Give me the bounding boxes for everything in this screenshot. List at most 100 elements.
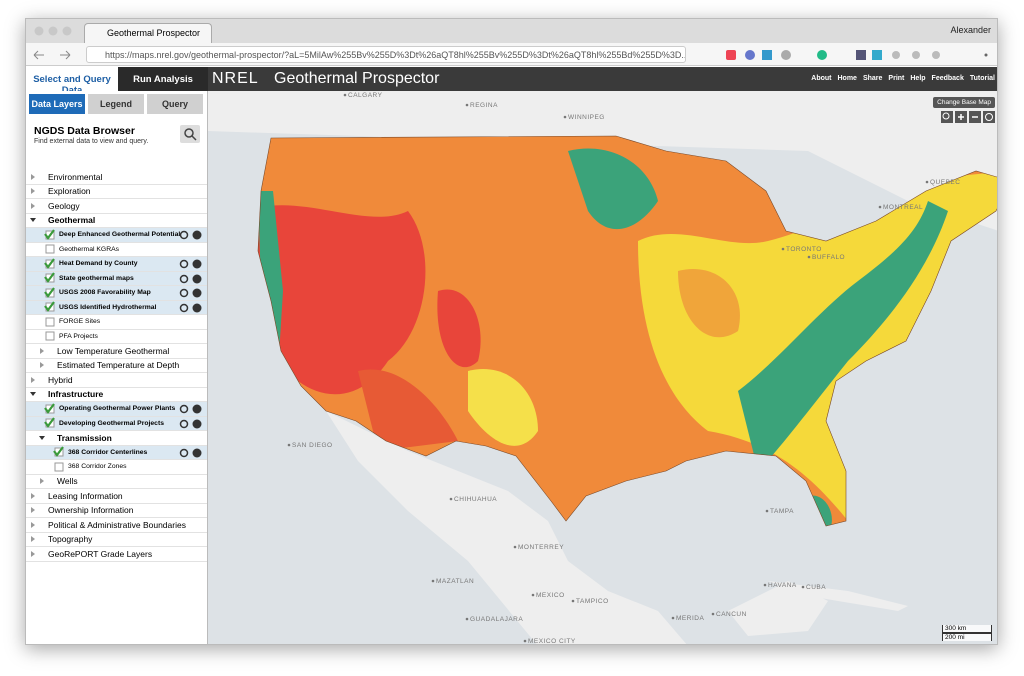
nav-link[interactable]: Home <box>837 75 857 82</box>
expander[interactable] <box>26 432 57 444</box>
checkbox[interactable] <box>26 301 57 313</box>
layer-actions[interactable] <box>179 288 203 298</box>
logo[interactable]: NREL <box>212 70 259 87</box>
city-label: TAMPA <box>770 508 794 515</box>
folder-row[interactable]: Geothermal <box>26 213 207 228</box>
city-dot <box>801 585 805 589</box>
folder-row[interactable]: Infrastructure <box>26 387 207 402</box>
city-label: CALGARY <box>348 92 383 99</box>
window-controls[interactable] <box>34 25 74 37</box>
help-icon <box>192 230 202 240</box>
expander[interactable] <box>26 490 48 502</box>
search-button[interactable] <box>180 125 200 143</box>
folder-row[interactable]: Leasing Information <box>26 489 207 504</box>
nav-link[interactable]: Tutorial <box>969 75 995 82</box>
city-label: CANCUN <box>716 611 747 618</box>
app-tab[interactable]: Run Analysis <box>118 67 208 91</box>
row-label: Environmental <box>48 171 103 182</box>
map[interactable]: CALGARY REGINA WINNIPEG QUEBEC MONTREAL TORON… <box>208 91 997 644</box>
expander[interactable] <box>26 475 57 487</box>
expander[interactable] <box>26 185 48 197</box>
user-name[interactable]: Alexander <box>950 25 991 35</box>
layer-row[interactable]: State geothermal maps <box>26 271 207 286</box>
folder-row[interactable]: Political & Administrative Boundaries <box>26 518 207 533</box>
nav-buttons[interactable] <box>32 48 82 62</box>
city-dot <box>523 639 527 643</box>
expander[interactable] <box>26 519 48 531</box>
row-label: Operating Geothermal Power Plants <box>59 405 176 413</box>
row-label: Infrastructure <box>48 389 104 400</box>
layer-actions[interactable] <box>179 274 203 284</box>
layer-actions[interactable] <box>179 419 203 429</box>
folder-row[interactable]: Environmental <box>26 170 207 185</box>
expander[interactable] <box>26 345 57 357</box>
checkbox[interactable] <box>26 316 57 328</box>
subtab[interactable]: Data Layers <box>29 94 85 114</box>
folder-row[interactable]: Hybrid <box>26 373 207 388</box>
folder-row[interactable]: Low Temperature Geothermal <box>26 344 207 359</box>
browser-tab[interactable]: Geothermal Prospector <box>84 23 212 43</box>
layer-row[interactable]: Deep Enhanced Geothermal Potential <box>26 228 207 243</box>
expander[interactable] <box>26 214 48 226</box>
layer-row[interactable]: 368 Corridor Zones <box>26 460 207 475</box>
layer-actions[interactable] <box>179 259 203 269</box>
layer-row[interactable]: Developing Geothermal Projects <box>26 416 207 431</box>
url-field[interactable]: https://maps.nrel.gov/geothermal-prospec… <box>86 46 686 63</box>
checkbox[interactable] <box>26 272 57 284</box>
scale-mi: 200 mi <box>942 633 992 641</box>
layer-row[interactable]: PFA Projects <box>26 329 207 344</box>
expander[interactable] <box>26 200 48 212</box>
expander[interactable] <box>26 374 48 386</box>
folder-row[interactable]: Transmission <box>26 431 207 446</box>
city-dot <box>531 593 535 597</box>
checkbox[interactable] <box>26 461 66 473</box>
layer-row[interactable]: FORGE Sites <box>26 315 207 330</box>
folder-row[interactable]: Wells <box>26 474 207 489</box>
base-map-button[interactable]: Change Base Map <box>933 97 995 108</box>
checkbox[interactable] <box>26 446 66 458</box>
checkbox[interactable] <box>26 229 57 241</box>
subtab[interactable]: Legend <box>88 94 144 114</box>
checkbox[interactable] <box>26 417 57 429</box>
folder-row[interactable]: Estimated Temperature at Depth <box>26 358 207 373</box>
layer-row[interactable]: Operating Geothermal Power Plants <box>26 402 207 417</box>
layer-actions[interactable] <box>179 303 203 313</box>
expander[interactable] <box>26 533 48 545</box>
folder-row[interactable]: Topography <box>26 532 207 547</box>
layer-actions[interactable] <box>179 448 203 458</box>
folder-row[interactable]: Geology <box>26 199 207 214</box>
checkbox[interactable] <box>26 287 57 299</box>
caret <box>31 188 35 195</box>
expander[interactable] <box>26 171 48 183</box>
layer-row[interactable]: USGS Identified Hydrothermal <box>26 300 207 315</box>
expander[interactable] <box>26 504 48 516</box>
layer-actions[interactable] <box>179 404 203 414</box>
nav-link[interactable]: Share <box>862 75 883 82</box>
nav-link[interactable]: Print <box>888 75 905 82</box>
city-dot <box>925 180 929 184</box>
subtab[interactable]: Query <box>147 94 203 114</box>
folder-row[interactable]: Ownership Information <box>26 503 207 518</box>
layer-row[interactable]: Geothermal KGRAs <box>26 242 207 257</box>
folder-row[interactable]: GeoRePORT Grade Layers <box>26 547 207 562</box>
checkbox[interactable] <box>26 243 57 255</box>
expander[interactable] <box>26 548 48 560</box>
app-tab[interactable]: Select and Query Data <box>26 67 118 96</box>
expander[interactable] <box>26 388 48 400</box>
layer-actions[interactable] <box>179 230 203 240</box>
checkbox[interactable] <box>26 403 57 415</box>
nav-link[interactable]: Help <box>910 75 926 82</box>
nav-link[interactable]: Feedback <box>931 75 964 82</box>
expander[interactable] <box>26 359 57 371</box>
folder-row[interactable]: Exploration <box>26 184 207 199</box>
layer-row[interactable]: USGS 2008 Favorability Map <box>26 286 207 301</box>
layer-row[interactable]: 368 Corridor Centerlines <box>26 445 207 460</box>
check <box>44 229 55 240</box>
row-label: Leasing Information <box>48 490 123 501</box>
layer-row[interactable]: Heat Demand by County <box>26 257 207 272</box>
nav-link[interactable]: About <box>811 75 832 82</box>
checkbox[interactable] <box>26 258 57 270</box>
zoom-controls[interactable] <box>941 111 995 124</box>
checkbox[interactable] <box>26 330 57 342</box>
row-label: FORGE Sites <box>59 318 101 326</box>
